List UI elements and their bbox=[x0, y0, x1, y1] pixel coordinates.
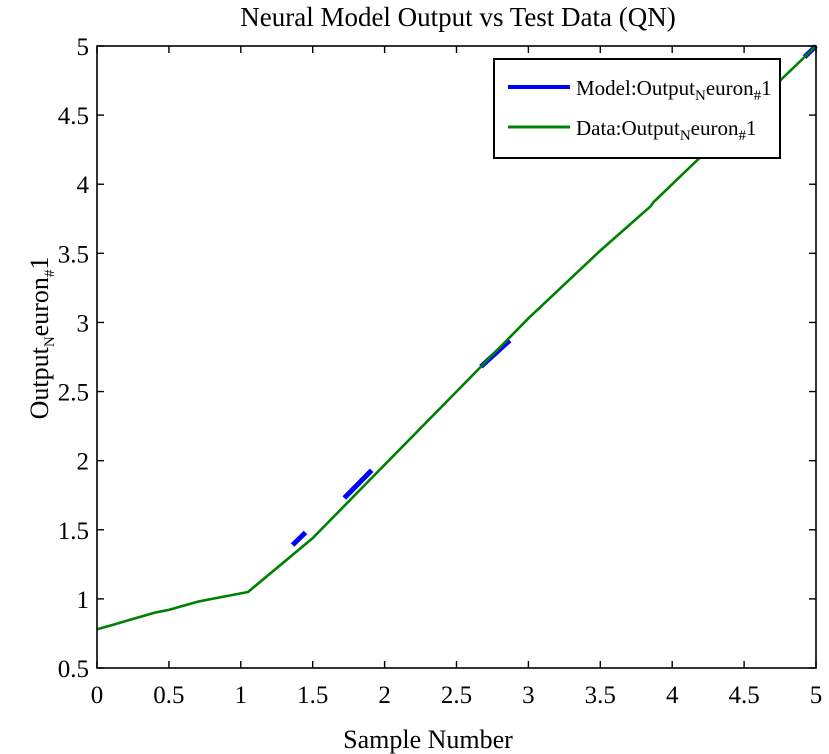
legend-data-sub1: N bbox=[680, 128, 691, 144]
legend-data-sub2: # bbox=[738, 128, 746, 144]
legend-label-data: Data:OutputNeuron#1 bbox=[576, 116, 756, 144]
x-tick-label: 3.5 bbox=[585, 682, 616, 709]
y-axis-label-main: Output bbox=[25, 346, 54, 419]
y-axis-label: OutputNeuron#1 bbox=[25, 257, 58, 420]
x-tick-label: 1 bbox=[235, 682, 248, 709]
y-axis-label-sub1: N bbox=[42, 336, 58, 347]
legend-model-sub1: N bbox=[695, 88, 706, 104]
x-tick-label: 2 bbox=[378, 682, 391, 709]
data-series-line bbox=[96, 45, 817, 631]
y-axis-label-sub2: # bbox=[42, 269, 58, 277]
y-tick-label: 5 bbox=[77, 34, 90, 61]
x-tick-label: 5 bbox=[810, 682, 823, 709]
x-tick-label: 4 bbox=[666, 682, 679, 709]
y-tick-label: 4.5 bbox=[58, 103, 89, 130]
x-axis-label: Sample Number bbox=[343, 725, 513, 754]
legend-model-main: Model:Output bbox=[576, 76, 695, 100]
legend-model-mid: euron bbox=[706, 76, 754, 100]
legend-label-model: Model:OutputNeuron#1 bbox=[576, 76, 772, 104]
x-tick-label: 3 bbox=[522, 682, 535, 709]
x-tick-label: 4.5 bbox=[728, 682, 759, 709]
y-tick-label: 2 bbox=[77, 449, 90, 476]
legend: Model:OutputNeuron#1 Data:OutputNeuron#1 bbox=[493, 58, 781, 159]
x-tick-label: 0.5 bbox=[153, 682, 184, 709]
legend-model-tail: 1 bbox=[761, 76, 772, 100]
y-axis-ticks: 0.5 1 1.5 2 2.5 3 3.5 4 4.5 5 bbox=[58, 34, 816, 683]
y-tick-label: 1 bbox=[77, 587, 90, 614]
y-tick-label: 4 bbox=[77, 172, 90, 199]
x-tick-label: 1.5 bbox=[297, 682, 328, 709]
legend-data-mid: euron bbox=[691, 116, 739, 140]
y-tick-label: 0.5 bbox=[58, 656, 89, 683]
y-tick-label: 3 bbox=[77, 310, 90, 337]
plot-frame bbox=[96, 45, 817, 669]
x-axis-ticks: 0 0.5 1 1.5 2 2.5 3 3.5 4 4.5 5 bbox=[91, 46, 823, 709]
legend-data-tail: 1 bbox=[746, 116, 757, 140]
y-tick-label: 1.5 bbox=[58, 518, 89, 545]
y-axis-label-mid: euron bbox=[25, 277, 54, 336]
y-axis-label-tail: 1 bbox=[25, 257, 54, 270]
x-tick-label: 0 bbox=[91, 682, 104, 709]
legend-model-sub2: # bbox=[754, 88, 762, 104]
model-series-segment bbox=[290, 530, 308, 547]
x-tick-label: 2.5 bbox=[441, 682, 472, 709]
y-tick-label: 3.5 bbox=[58, 241, 89, 268]
legend-box bbox=[493, 58, 781, 159]
chart-title: Neural Model Output vs Test Data (QN) bbox=[240, 2, 676, 32]
legend-data-main: Data:Output bbox=[576, 116, 680, 140]
series-layer bbox=[96, 44, 818, 631]
model-series-segment bbox=[342, 468, 374, 500]
y-tick-label: 2.5 bbox=[58, 380, 89, 407]
